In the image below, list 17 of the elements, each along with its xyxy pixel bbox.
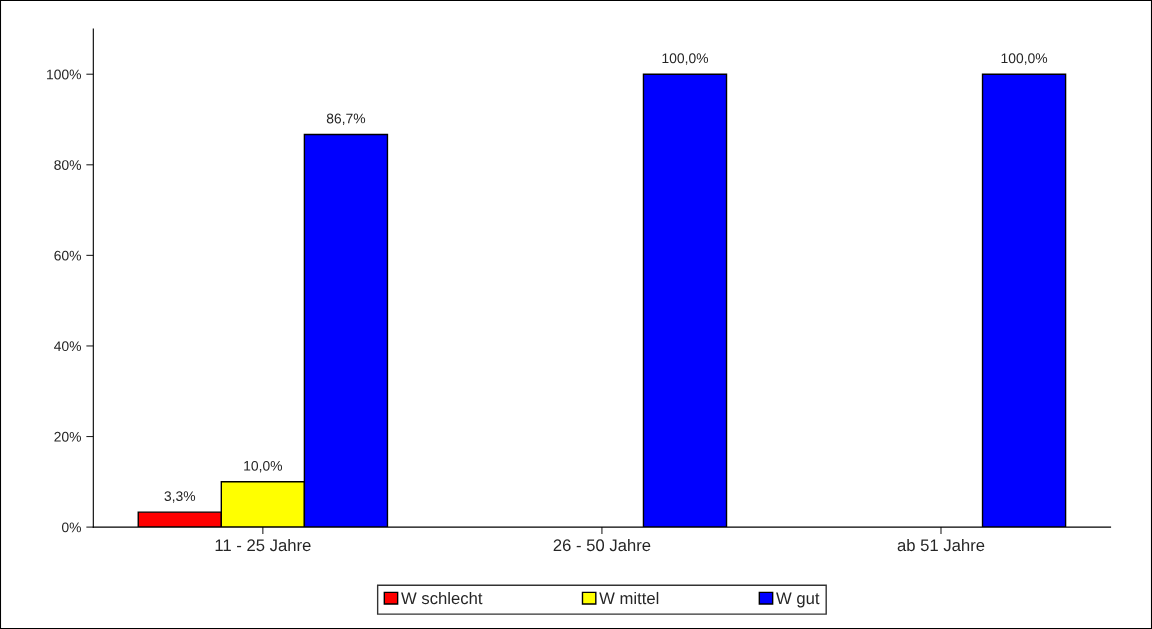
y-tick-label: 40%	[54, 341, 82, 352]
x-tick-label: ab 51 Jahre	[897, 538, 985, 552]
legend-label: W gut	[776, 592, 820, 608]
y-tick-label: 100%	[47, 69, 82, 80]
legend-label: W mittel	[599, 591, 659, 605]
y-tick-label: 20%	[54, 431, 82, 442]
data-label: 3,3%	[164, 491, 196, 503]
legend-label: W schlecht	[401, 591, 483, 605]
x-tick-label: 11 - 25 Jahre	[215, 538, 311, 552]
y-tick-label: 0%	[61, 522, 82, 533]
data-label: 86,7%	[326, 113, 366, 126]
y-tick-label: 60%	[54, 250, 82, 261]
data-label: 100,0%	[662, 53, 709, 65]
y-tick-label: 80%	[54, 160, 82, 170]
data-label: 100,0%	[1001, 53, 1048, 65]
data-label: 10,0%	[244, 460, 283, 473]
x-tick-label: 26 - 50 Jahre	[553, 538, 651, 552]
